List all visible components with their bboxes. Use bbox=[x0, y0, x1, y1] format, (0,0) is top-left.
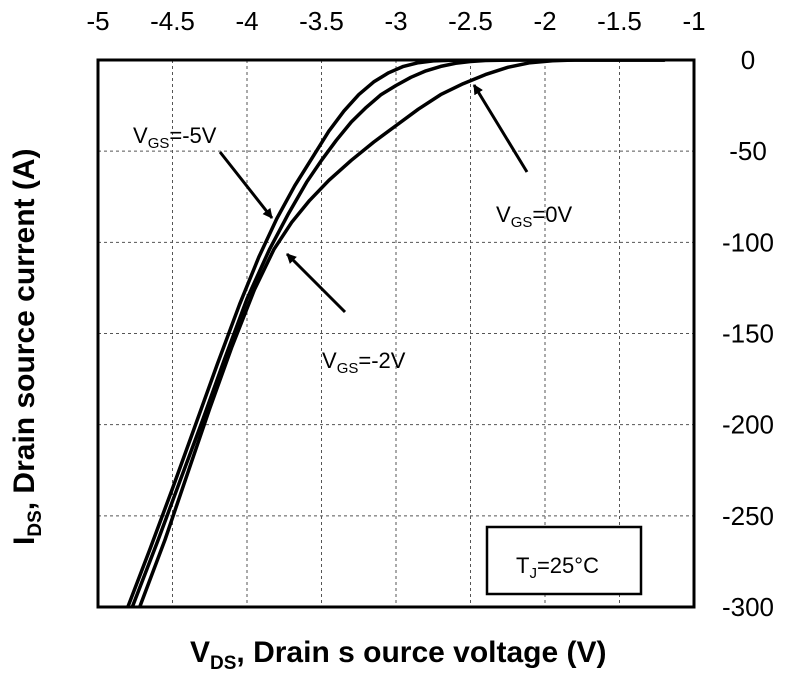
legend-rest: =25°C bbox=[537, 553, 599, 578]
y-tick-label: -100 bbox=[722, 227, 774, 257]
x-axis-title-main: V bbox=[190, 636, 210, 669]
y-axis-title-sub: DS bbox=[25, 510, 46, 536]
x-tick-label: -3 bbox=[384, 6, 407, 36]
annotation-sub: GS bbox=[148, 135, 170, 152]
grid-layer bbox=[98, 60, 694, 607]
annotation-label-vgs-minus2v: VGS=-2V bbox=[322, 348, 406, 377]
x-tick-label: -1 bbox=[682, 6, 705, 36]
y-axis-title: IDS, Drain source current (A) bbox=[8, 149, 46, 546]
y-axis-title-main: I bbox=[8, 537, 41, 545]
annotation-sub: GS bbox=[511, 214, 533, 231]
x-tick-label: -4 bbox=[235, 6, 258, 36]
y-tick-label: 0 bbox=[741, 45, 755, 75]
y-tick-label: -250 bbox=[722, 501, 774, 531]
annotation-label-vgs-minus5v: VGS=-5V bbox=[133, 123, 217, 152]
y-tick-label: -300 bbox=[722, 592, 774, 622]
x-axis-title: VDS, Drain s ource voltage (V) bbox=[190, 636, 607, 674]
annotation-rest: =-5V bbox=[169, 123, 216, 148]
annotation-arrow-vgs-minus2v bbox=[285, 252, 347, 314]
legend-frame bbox=[485, 525, 643, 596]
plot-frame bbox=[96, 58, 696, 609]
legend-label: TJ=25°C bbox=[516, 553, 599, 582]
x-axis-title-sub: DS bbox=[210, 653, 236, 674]
x-tick-label: -1.5 bbox=[597, 6, 642, 36]
annotation-rest: =-2V bbox=[358, 348, 405, 373]
annotation-arrow-vgs-0v bbox=[472, 84, 529, 173]
x-axis-title-rest: , Drain s ource voltage (V) bbox=[236, 636, 606, 669]
annotation-label-vgs-0v: VGS=0V bbox=[496, 202, 572, 231]
annotation-rest: =0V bbox=[532, 202, 572, 227]
annotation-main: V bbox=[322, 348, 337, 373]
y-tick-label: -50 bbox=[729, 136, 767, 166]
x-tick-label: -2 bbox=[533, 6, 556, 36]
y-tick-labels: 0 -50 -100 -150 -200 -250 -300 bbox=[722, 45, 774, 622]
legend-main: T bbox=[516, 553, 529, 578]
y-tick-label: -150 bbox=[722, 319, 774, 349]
x-tick-label: -4.5 bbox=[150, 6, 195, 36]
x-tick-label: -5 bbox=[86, 6, 109, 36]
annotation-main: V bbox=[496, 202, 511, 227]
annotation-sub: GS bbox=[337, 360, 359, 377]
x-tick-label: -3.5 bbox=[299, 6, 344, 36]
annotation-main: V bbox=[133, 123, 148, 148]
x-tick-label: -2.5 bbox=[448, 6, 493, 36]
annotation-arrow-vgs-minus5v bbox=[218, 151, 274, 219]
series-line-vgs-5v bbox=[126, 60, 666, 607]
legend-sub: J bbox=[529, 565, 537, 582]
x-tick-labels: -5 -4.5 -4 -3.5 -3 -2.5 -2 -1.5 -1 bbox=[86, 6, 705, 36]
temperature-legend-box: TJ=25°C bbox=[485, 525, 643, 596]
y-axis-title-rest: , Drain source current (A) bbox=[8, 149, 41, 511]
y-tick-label: -200 bbox=[722, 410, 774, 440]
